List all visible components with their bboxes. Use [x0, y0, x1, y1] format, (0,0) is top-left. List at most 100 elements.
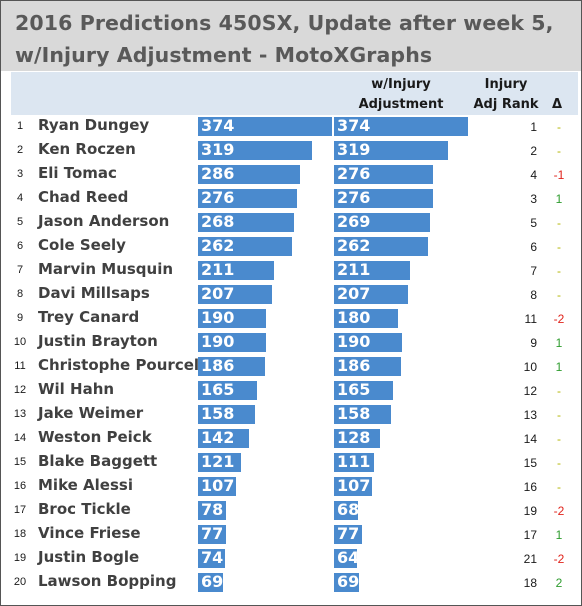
- adjusted-bar: 128: [334, 428, 380, 448]
- rank-label: 3: [16, 168, 24, 180]
- adjusted-value-label: 211: [337, 260, 371, 279]
- chart-title-line-2: w/Injury Adjustment - MotoXGraphs: [15, 43, 433, 67]
- delta-label: -: [557, 264, 561, 278]
- prediction-bar: 77: [198, 524, 226, 544]
- rank-header-line-1: Injury: [484, 77, 528, 92]
- title-box: 2016 Predictions 450SX, Update after wee…: [1, 1, 581, 71]
- adjusted-bar: 190: [334, 332, 403, 352]
- rider-name: Cole Seely: [38, 236, 126, 254]
- adjusted-value-label: 262: [337, 236, 371, 255]
- adjusted-bar: 180: [334, 308, 399, 328]
- adjusted-bar: 111: [334, 452, 374, 472]
- adjusted-value-label: 276: [337, 164, 371, 183]
- rank-label: 1: [16, 120, 24, 132]
- delta-label: 1: [555, 336, 563, 350]
- adj-header-line-2: Adjustment: [358, 97, 444, 112]
- rider-name: Trey Canard: [38, 308, 140, 326]
- rider-name: Ryan Dungey: [38, 116, 150, 134]
- delta-label: -: [557, 120, 561, 134]
- adjusted-bar: 158: [334, 404, 391, 424]
- rank-label: 5: [16, 216, 24, 228]
- rank-label: 16: [13, 480, 27, 492]
- table-row: 12 Wil Hahn 165 165 12 -: [1, 379, 581, 403]
- prediction-bar: 190: [198, 332, 267, 352]
- prediction-bar: 319: [198, 140, 313, 160]
- rider-name: Eli Tomac: [38, 164, 117, 182]
- prediction-bar: 142: [198, 428, 249, 448]
- adjusted-value-label: 186: [337, 356, 371, 375]
- rider-name: Ken Roczen: [38, 140, 136, 158]
- adjusted-value-label: 165: [337, 380, 371, 399]
- table-row: 9 Trey Canard 190 180 11 -2: [1, 307, 581, 331]
- rider-name: Jake Weimer: [38, 404, 144, 422]
- rider-name: Vince Friese: [38, 524, 141, 542]
- adj-rank-label: 11: [524, 312, 537, 326]
- rank-label: 20: [13, 576, 27, 588]
- adjusted-bar: 64: [334, 548, 359, 568]
- rank-label: 17: [13, 504, 27, 516]
- delta-label: -: [557, 288, 561, 302]
- adjusted-bar: 107: [334, 476, 373, 496]
- adj-rank-label: 21: [523, 552, 537, 566]
- prediction-bar: 107: [198, 476, 237, 496]
- delta-label: -: [557, 384, 561, 398]
- delta-label: -: [557, 144, 561, 158]
- table-row: 3 Eli Tomac 286 276 4 -1: [1, 163, 581, 187]
- adjusted-bar: 211: [334, 260, 410, 280]
- adjusted-value-label: 158: [337, 404, 371, 423]
- delta-label: -: [557, 408, 561, 422]
- adj-rank-label: 17: [523, 528, 537, 542]
- adjusted-bar: 276: [334, 188, 433, 208]
- prediction-value-label: 262: [201, 236, 235, 255]
- adjusted-bar: 165: [334, 380, 394, 400]
- prediction-value-label: 374: [201, 116, 235, 135]
- prediction-value-label: 268: [201, 212, 235, 231]
- rider-name: Lawson Bopping: [38, 572, 177, 590]
- rank-label: 13: [13, 408, 27, 420]
- prediction-bar: 268: [198, 212, 295, 232]
- adjusted-bar: 68: [334, 500, 359, 520]
- rank-label: 4: [16, 192, 24, 204]
- rank-label: 10: [13, 336, 27, 348]
- adj-rank-label: 16: [523, 480, 537, 494]
- table-row: 19 Justin Bogle 74 64 21 -2: [1, 547, 581, 571]
- adjusted-bar: 319: [334, 140, 449, 160]
- adj-rank-label: 1: [530, 120, 537, 134]
- table-row: 6 Cole Seely 262 262 6 -: [1, 235, 581, 259]
- prediction-value-label: 211: [201, 260, 235, 279]
- adj-rank-label: 6: [530, 240, 537, 254]
- adj-rank-label: 3: [530, 192, 537, 206]
- prediction-bar: 190: [198, 308, 267, 328]
- rider-name: Broc Tickle: [38, 500, 131, 518]
- table-row: 2 Ken Roczen 319 319 2 -: [1, 139, 581, 163]
- delta-label: 1: [555, 360, 563, 374]
- adjusted-value-label: 374: [337, 116, 371, 135]
- table-row: 5 Jason Anderson 268 269 5 -: [1, 211, 581, 235]
- rider-name: Christophe Pourcel: [38, 356, 200, 374]
- prediction-value-label: 158: [201, 404, 235, 423]
- rider-name: Marvin Musquin: [38, 260, 174, 278]
- adjusted-bar: 186: [334, 356, 401, 376]
- prediction-value-label: 142: [201, 428, 235, 447]
- prediction-value-label: 78: [201, 500, 224, 519]
- delta-label: -: [557, 456, 561, 470]
- prediction-bar: 165: [198, 380, 258, 400]
- prediction-value-label: 77: [201, 524, 224, 543]
- delta-label: 1: [555, 192, 563, 206]
- adjusted-value-label: 190: [337, 332, 371, 351]
- table-row: 7 Marvin Musquin 211 211 7 -: [1, 259, 581, 283]
- adj-rank-label: 14: [523, 432, 537, 446]
- prediction-value-label: 74: [201, 548, 224, 567]
- rider-name: Jason Anderson: [38, 212, 170, 230]
- adjusted-value-label: 276: [337, 188, 371, 207]
- table-row: 1 Ryan Dungey 374 374 1 -: [1, 115, 581, 139]
- rank-label: 6: [16, 240, 24, 252]
- prediction-value-label: 121: [201, 452, 235, 471]
- prediction-bar: 69: [198, 572, 223, 592]
- prediction-value-label: 190: [201, 332, 235, 351]
- delta-label: -2: [553, 312, 565, 326]
- delta-label: -: [557, 432, 561, 446]
- rider-name: Wil Hahn: [38, 380, 115, 398]
- rank-label: 7: [16, 264, 24, 276]
